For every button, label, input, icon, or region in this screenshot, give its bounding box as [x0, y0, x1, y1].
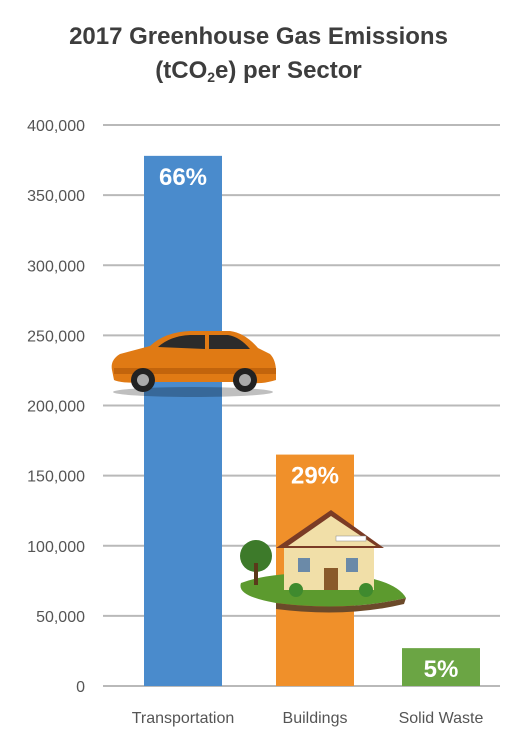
house-image: [240, 510, 406, 613]
x-category-label: Solid Waste: [399, 710, 484, 727]
data-label: 29%: [291, 463, 339, 490]
x-category-label: Transportation: [132, 710, 235, 727]
x-category-label: Buildings: [283, 710, 348, 727]
y-tick-label: 350,000: [27, 188, 85, 205]
y-tick-label: 250,000: [27, 328, 85, 345]
y-tick-label: 0: [76, 679, 85, 696]
bar-transportation: [144, 155, 222, 687]
y-tick-label: 300,000: [27, 258, 85, 275]
y-axis-ticks: 0 50,000 100,000 150,000 200,000 250,000 300,0…: [27, 118, 85, 696]
y-tick-label: 50,000: [36, 609, 85, 626]
y-tick-label: 400,000: [27, 118, 85, 135]
title-line2-pre: (tCO: [155, 57, 208, 84]
chart-title-line1: 2017 Greenhouse Gas Emissions: [69, 23, 448, 50]
car-image: [111, 331, 277, 397]
chart-title-line2: (tCO2e) per Sector: [0, 54, 517, 88]
y-tick-label: 150,000: [27, 469, 85, 486]
data-label: 5%: [424, 656, 459, 683]
chart-title: 2017 Greenhouse Gas Emissions (tCO2e) pe…: [0, 20, 517, 88]
y-tick-label: 200,000: [27, 399, 85, 416]
y-tick-label: 100,000: [27, 539, 85, 556]
title-line2-sub: 2: [207, 69, 216, 85]
data-labels: 66% 29% 5%: [159, 164, 458, 683]
data-label: 66%: [159, 164, 207, 191]
title-line2-post: e) per Sector: [215, 57, 362, 84]
x-axis-categories: Transportation Buildings Solid Waste: [132, 710, 484, 727]
bar-solid-waste: [402, 648, 480, 686]
